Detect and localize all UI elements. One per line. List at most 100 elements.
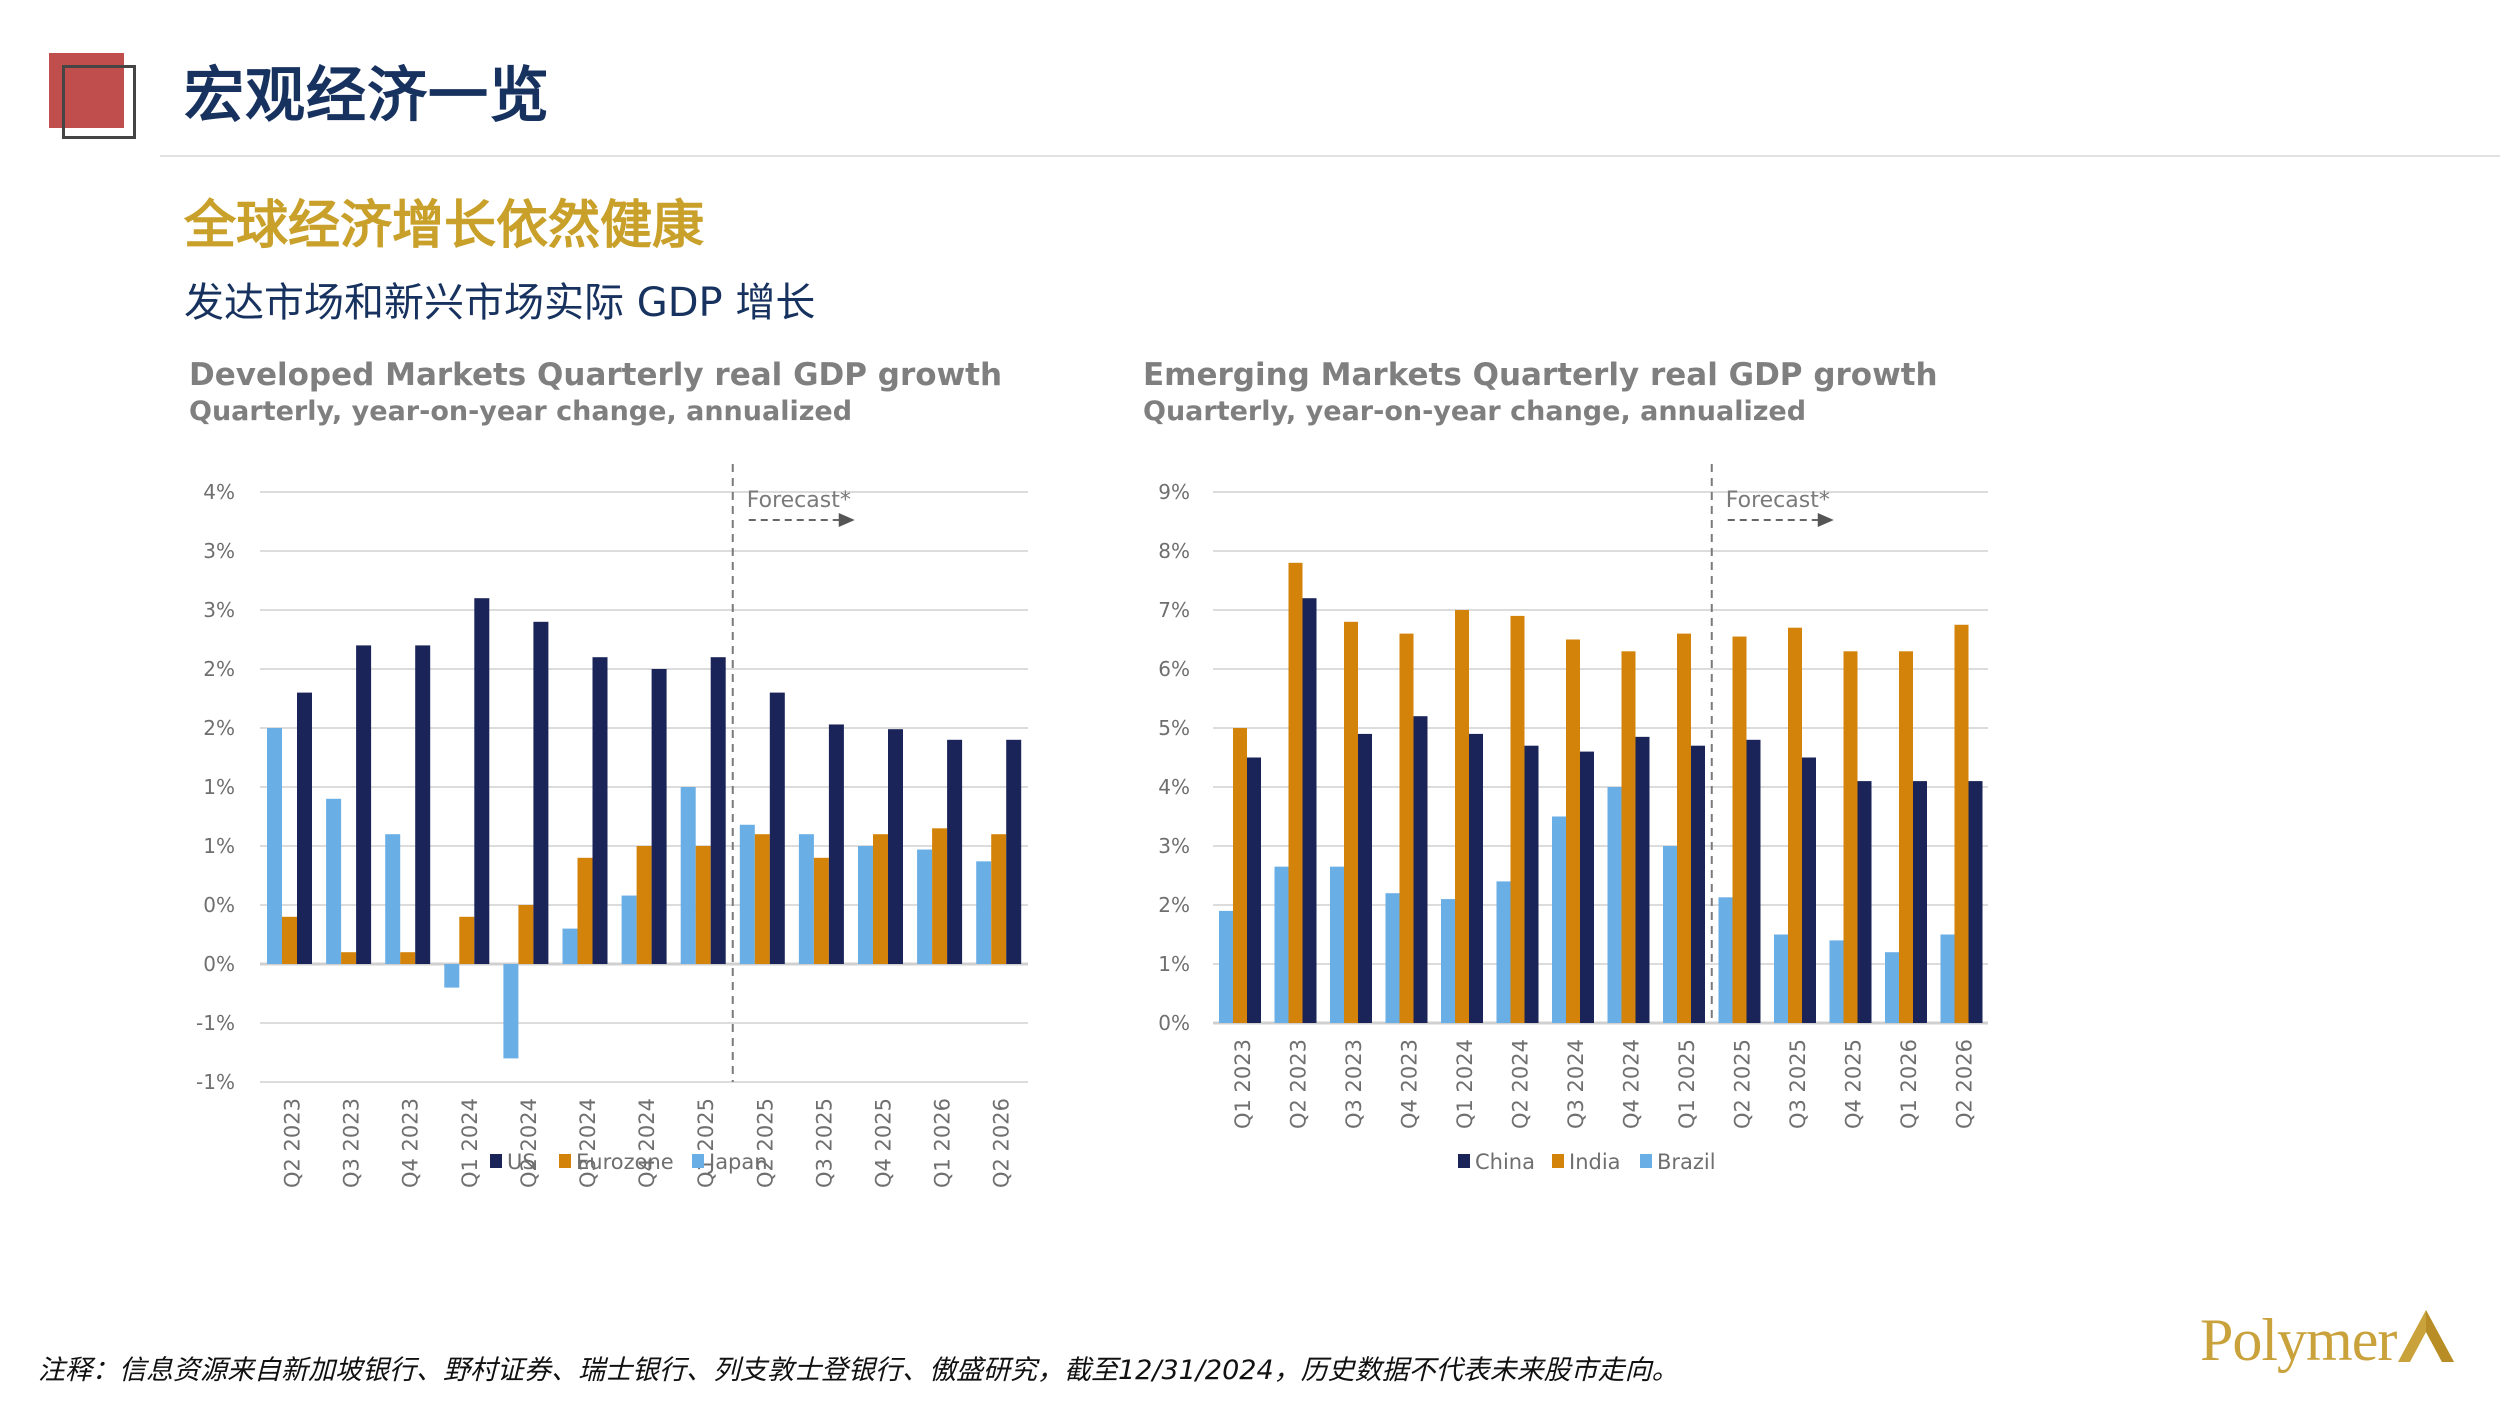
bar-brazil <box>1885 952 1899 1023</box>
bar-eurozone <box>459 916 475 964</box>
bar-japan <box>917 849 933 964</box>
bar-us <box>1006 739 1022 964</box>
bar-china <box>1746 739 1761 1023</box>
bar-india <box>1899 651 1913 1023</box>
developed-markets-chart: Developed Markets Quarterly real GDP gro… <box>189 355 1049 1188</box>
bar-china <box>1635 736 1650 1023</box>
y-tick-label: 4% <box>1158 775 1190 799</box>
x-tick-label: Q2 2026 <box>990 1098 1014 1188</box>
y-tick-label: -1% <box>196 1070 235 1094</box>
x-tick-label: Q1 2024 <box>1453 1039 1477 1129</box>
bar-india <box>1788 627 1802 1023</box>
bar-us <box>297 692 312 964</box>
bar-us <box>828 724 844 964</box>
bar-china <box>1857 781 1872 1023</box>
bar-japan <box>858 846 873 964</box>
y-tick-label: 0% <box>203 952 235 976</box>
bar-china <box>1302 598 1317 1023</box>
bar-china <box>1580 751 1594 1023</box>
bar-china <box>1524 745 1539 1023</box>
x-tick-label: Q4 2023 <box>399 1098 423 1188</box>
forecast-arrow-icon <box>838 513 855 527</box>
developed-markets-plot: 4% 3% 3% 2% 2% 1% 1% 0% 0% -1% -1% Q2 2023 Q3 2023 Q4… <box>196 464 1028 1188</box>
x-tick-label: Q4 2025 <box>1842 1039 1866 1129</box>
logo-outline-square <box>62 65 136 139</box>
bar-us <box>592 657 608 964</box>
forecast-arrow-icon <box>1817 513 1834 527</box>
x-tick-label: Q2 2025 <box>1731 1039 1755 1129</box>
bar-india <box>1510 615 1525 1023</box>
legend-label-china: China <box>1475 1150 1535 1174</box>
bar-eurozone <box>754 834 770 964</box>
x-tick-label: Q4 2025 <box>872 1098 896 1188</box>
x-tick-label: Q2 2023 <box>281 1098 305 1188</box>
x-tick-label: Q3 2024 <box>1564 1039 1588 1129</box>
x-tick-label: Q3 2024 <box>576 1098 600 1188</box>
bar-china <box>1913 781 1927 1023</box>
x-tick-label: Q1 2026 <box>1897 1039 1921 1129</box>
x-tick-label: Q4 2024 <box>1620 1039 1644 1129</box>
bar-brazil <box>1774 934 1788 1023</box>
bar-us <box>415 645 431 964</box>
bar-brazil <box>1663 846 1677 1023</box>
bar-eurozone <box>577 857 593 964</box>
x-tick-label: Q1 2025 <box>694 1098 718 1188</box>
y-tick-label: 6% <box>1158 657 1190 681</box>
x-tick-label: Q4 2023 <box>1398 1039 1422 1129</box>
bar-eurozone <box>813 857 829 964</box>
emerging-markets-chart: Emerging Markets Quarterly real GDP grow… <box>1143 355 2003 1175</box>
bar-us <box>888 729 903 964</box>
bar-india <box>1843 651 1858 1023</box>
bar-eurozone <box>932 828 948 964</box>
y-tick-label: 0% <box>1158 1011 1190 1035</box>
bar-china <box>1802 757 1816 1023</box>
bar-india <box>1566 639 1580 1023</box>
bar-brazil <box>1829 940 1844 1023</box>
bar-eurozone <box>341 952 357 964</box>
x-tick-label: Q2 2026 <box>1953 1039 1977 1129</box>
bar-japan <box>326 798 342 964</box>
chevron-up-logo-icon <box>2398 1310 2455 1362</box>
y-tick-label: 3% <box>203 539 235 563</box>
bar-japan <box>739 824 755 964</box>
bar-brazil <box>1274 866 1289 1023</box>
bar-japan <box>562 928 578 964</box>
chart-subtitle: Quarterly, year-on-year change, annualiz… <box>1143 396 1807 427</box>
bar-india <box>1399 633 1414 1023</box>
y-tick-label: 4% <box>203 480 235 504</box>
y-tick-label: 5% <box>1158 716 1190 740</box>
x-tick-label: Q1 2024 <box>458 1098 482 1188</box>
brand-name: Polymer <box>2200 1306 2397 1373</box>
legend-label-india: India <box>1569 1150 1621 1174</box>
chart-title: Emerging Markets Quarterly real GDP grow… <box>1143 357 1938 393</box>
x-tick-label: Q2 2023 <box>1287 1039 1311 1129</box>
bar-eurozone <box>400 952 416 964</box>
bar-japan <box>976 861 992 964</box>
forecast-label: Forecast* <box>747 488 851 513</box>
y-tick-label: 2% <box>203 716 235 740</box>
footnote: 注释：信息资源来自新加坡银行、野村证券、瑞士银行、列支敦士登银行、傲盛研究，截至… <box>38 1355 1679 1386</box>
y-tick-label: -1% <box>196 1011 235 1035</box>
bar-us <box>651 669 667 964</box>
bar-japan <box>621 895 637 964</box>
x-tick-label: Q4 2024 <box>635 1098 659 1188</box>
bar-india <box>1288 562 1303 1023</box>
legend-label-eurozone: Eurozone <box>576 1150 674 1174</box>
legend-label-japan: Japan <box>707 1150 768 1174</box>
x-tick-label: Q3 2023 <box>1342 1039 1366 1129</box>
forecast-label: Forecast* <box>1726 488 1830 513</box>
bar-brazil <box>1552 816 1566 1023</box>
bar-china <box>1691 745 1705 1023</box>
y-tick-label: 2% <box>1158 893 1190 917</box>
x-tick-label: Q2 2024 <box>517 1098 541 1188</box>
bar-china <box>1413 716 1428 1023</box>
emerging-markets-plot: 9% 8% 7% 6% 5% 4% 3% 2% 1% 0% Q1 2023 Q2 2023 Q3 202… <box>1158 464 1988 1174</box>
bar-china <box>1968 781 1983 1023</box>
x-tick-label: Q3 2025 <box>812 1098 836 1188</box>
x-tick-label: Q2 2024 <box>1509 1039 1533 1129</box>
bar-japan <box>267 728 282 964</box>
legend-swatch-eurozone <box>559 1154 571 1168</box>
bar-brazil <box>1219 910 1233 1023</box>
y-tick-label: 1% <box>203 834 235 858</box>
bar-eurozone <box>636 846 652 964</box>
